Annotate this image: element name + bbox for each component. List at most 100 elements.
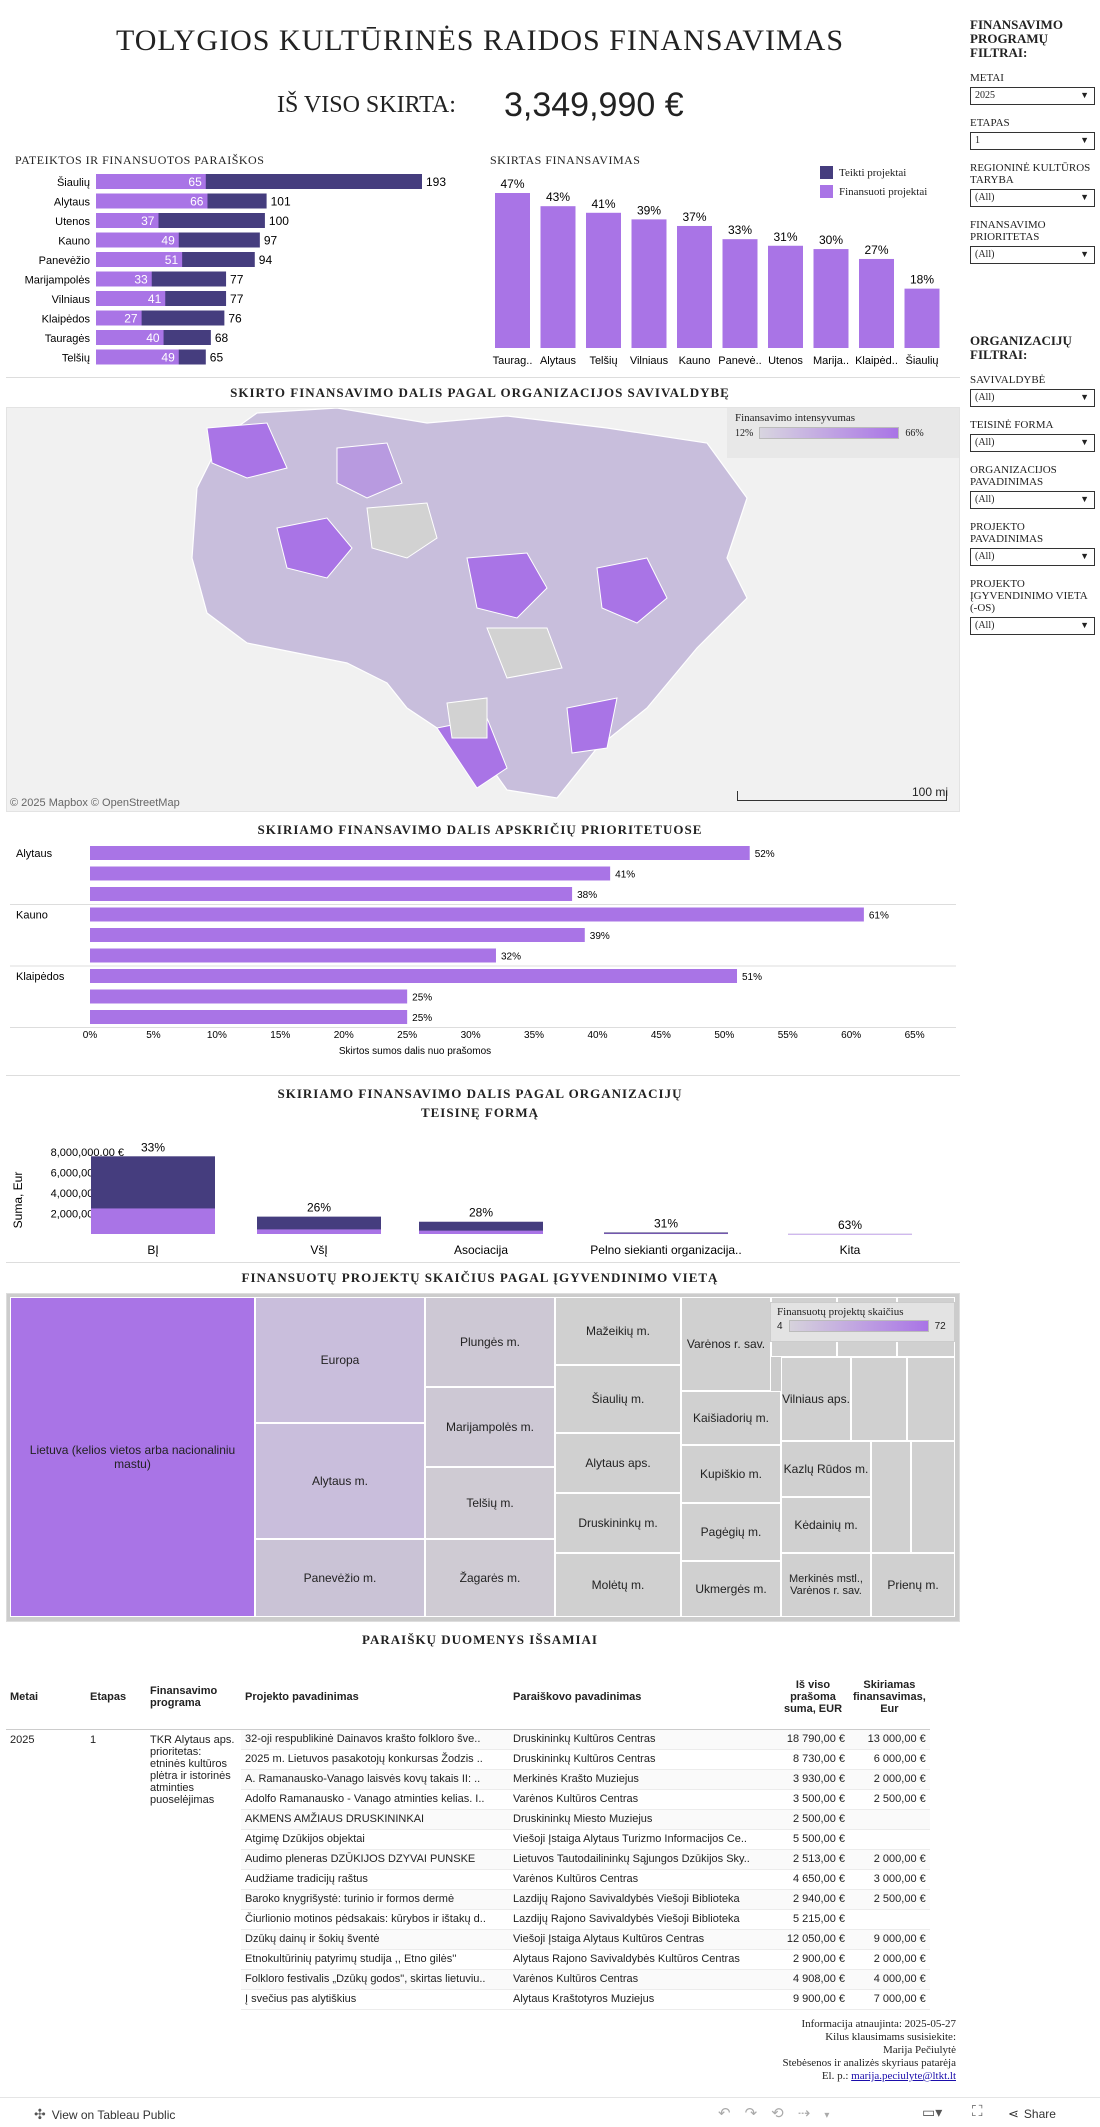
table-row[interactable]: 2025 m. Lietuvos pasakotojų konkursas Žo… xyxy=(6,1749,930,1770)
app-bar-funded[interactable] xyxy=(96,271,152,287)
funding-bar[interactable] xyxy=(495,193,530,348)
funding-bar[interactable] xyxy=(586,212,621,348)
filter-dropdown[interactable]: 2025 ▼ xyxy=(970,87,1095,105)
treemap-cell[interactable]: Pagėgių m. xyxy=(681,1503,781,1561)
treemap-cell[interactable]: Šiaulių m. xyxy=(555,1365,681,1433)
chevron-down-icon[interactable]: ▼ xyxy=(1080,494,1089,504)
comment-icon[interactable]: ▭▾ xyxy=(922,2104,943,2120)
chevron-down-icon[interactable]: ▼ xyxy=(1080,620,1089,630)
legal-bar-funded[interactable] xyxy=(257,1229,381,1234)
priority-bar[interactable] xyxy=(90,969,738,983)
priority-bar[interactable] xyxy=(90,866,611,881)
priority-bar[interactable] xyxy=(90,846,750,860)
chevron-down-icon[interactable]: ▼ xyxy=(1080,249,1089,259)
funding-bar[interactable] xyxy=(768,245,803,348)
legal-bar-funded[interactable] xyxy=(788,1233,912,1235)
table-row[interactable]: Audžiame tradicijų raštus Varėnos Kultūro… xyxy=(6,1869,930,1890)
filter-dropdown[interactable]: (All) ▼ xyxy=(970,389,1095,407)
footer-email-link[interactable]: marija.peciulyte@ltkt.lt xyxy=(851,2070,956,2082)
filter-dropdown[interactable]: (All) ▼ xyxy=(970,548,1095,566)
col-header-applicant[interactable]: Paraiškovo pavadinimas xyxy=(509,1665,777,1730)
app-bar-funded[interactable] xyxy=(96,193,208,209)
legal-bar-funded[interactable] xyxy=(604,1233,728,1235)
filter-dropdown[interactable]: (All) ▼ xyxy=(970,491,1095,509)
treemap-cell[interactable]: Kazlų Rūdos m. xyxy=(781,1441,871,1497)
treemap-cell[interactable]: Alytaus m. xyxy=(255,1423,425,1539)
view-on-tableau-link[interactable]: ✣ View on Tableau Public xyxy=(34,2106,175,2123)
refresh-icon[interactable]: ⇢ xyxy=(797,2105,825,2122)
col-header-stage[interactable]: Etapas xyxy=(86,1665,146,1730)
table-row[interactable]: 2025 1 TKR Alytaus aps. prioritetas: etnin… xyxy=(6,1729,930,1806)
app-bar-funded[interactable] xyxy=(96,213,159,228)
chevron-down-icon[interactable]: ▼ xyxy=(1080,90,1089,100)
treemap-cell[interactable]: Alytaus aps. xyxy=(555,1433,681,1493)
chevron-down-icon[interactable]: ▼ xyxy=(1080,192,1089,202)
treemap-cell[interactable]: Mažeikių m. xyxy=(555,1297,681,1365)
treemap-cell[interactable]: Panevėžio m. xyxy=(255,1539,425,1617)
fullscreen-icon[interactable]: ⛶ xyxy=(972,2103,983,2120)
treemap-cell[interactable]: Druskininkų m. xyxy=(555,1493,681,1553)
treemap-cell-blank[interactable] xyxy=(907,1357,955,1441)
treemap-cell[interactable]: Kaišiadorių m. xyxy=(681,1391,781,1445)
undo-icon[interactable]: ↶ xyxy=(718,2105,745,2122)
share-button[interactable]: ⋖ Share xyxy=(1008,2106,1056,2122)
col-header-funded[interactable]: Skiriamas finansavimas, Eur xyxy=(849,1665,930,1730)
priority-bar[interactable] xyxy=(90,948,496,963)
table-row[interactable]: AKMENS AMŽIAUS DRUSKININKAI Druskininkų M… xyxy=(6,1809,930,1830)
funding-bar[interactable] xyxy=(677,225,712,348)
funding-bar[interactable] xyxy=(540,206,576,348)
funding-bar[interactable] xyxy=(722,239,758,348)
priority-bar[interactable] xyxy=(90,989,408,1004)
priority-bar[interactable] xyxy=(90,887,573,901)
treemap-cell[interactable]: Varėnos r. sav. xyxy=(681,1297,771,1391)
table-row[interactable]: Dzūkų dainų ir šokių šventė Viešoji Įstai… xyxy=(6,1929,930,1950)
legal-bar-funded[interactable] xyxy=(419,1230,543,1234)
treemap-cell[interactable]: Vilniaus aps. xyxy=(781,1357,851,1441)
table-row[interactable]: Adolfo Ramanausko - Vanago atminties kel… xyxy=(6,1789,930,1810)
chevron-down-icon[interactable]: ▼ xyxy=(1080,551,1089,561)
treemap-cell-blank[interactable] xyxy=(911,1441,955,1553)
chevron-down-icon[interactable]: ▼ xyxy=(1080,392,1089,402)
app-bar-funded[interactable] xyxy=(96,330,164,345)
table-row[interactable]: Į svečius pas alytiškius Alytaus Kraštoty… xyxy=(6,1989,930,2010)
filter-dropdown[interactable]: (All) ▼ xyxy=(970,246,1095,264)
app-bar-funded[interactable] xyxy=(96,232,179,248)
funding-bar[interactable] xyxy=(904,288,940,348)
treemap-cell[interactable]: Merkinės mstl., Varėnos r. sav. xyxy=(781,1553,871,1617)
chevron-down-icon[interactable]: ▼ xyxy=(1080,135,1089,145)
treemap-cell[interactable]: Plungės m. xyxy=(425,1297,555,1387)
filter-dropdown[interactable]: (All) ▼ xyxy=(970,434,1095,452)
priority-bar[interactable] xyxy=(90,907,864,922)
app-bar-funded[interactable] xyxy=(96,291,166,306)
funding-bar[interactable] xyxy=(631,219,667,348)
app-bar-funded[interactable] xyxy=(96,349,179,365)
treemap-cell-blank[interactable] xyxy=(851,1357,907,1441)
col-header-requested[interactable]: Iš viso prašoma suma, EUR xyxy=(777,1665,849,1730)
treemap-cell[interactable]: Ukmergės m. xyxy=(681,1561,781,1617)
chevron-down-icon[interactable]: ▼ xyxy=(1080,437,1089,447)
table-row[interactable]: Atgimę Dzūkijos objektai Viešoji Įstaiga … xyxy=(6,1829,930,1850)
col-header-program[interactable]: Finansavimo programa xyxy=(146,1665,241,1730)
priority-bar[interactable] xyxy=(90,1010,408,1024)
legal-bar-requested[interactable] xyxy=(604,1232,728,1234)
filter-dropdown[interactable]: 1 ▼ xyxy=(970,132,1095,150)
app-bar-funded[interactable] xyxy=(96,310,142,326)
col-header-project[interactable]: Projekto pavadinimas xyxy=(241,1665,509,1730)
pause-icon[interactable]: ▾ xyxy=(824,2110,844,2121)
treemap-cell[interactable]: Marijampolės m. xyxy=(425,1387,555,1467)
table-row[interactable]: Baroko knygrišystė: turinio ir formos de… xyxy=(6,1889,930,1910)
legal-bar-funded[interactable] xyxy=(91,1208,215,1234)
filter-dropdown[interactable]: (All) ▼ xyxy=(970,189,1095,207)
funding-bar[interactable] xyxy=(813,249,849,348)
treemap-cell[interactable]: Žagarės m. xyxy=(425,1539,555,1617)
redo-icon[interactable]: ↷ xyxy=(744,2105,772,2122)
filter-dropdown[interactable]: (All) ▼ xyxy=(970,617,1095,635)
table-row[interactable]: Audimo pleneras DZŪKIJOS DZYVAI PUNSKE Li… xyxy=(6,1849,930,1870)
col-header-year[interactable]: Metai xyxy=(6,1665,86,1730)
treemap-cell-blank[interactable] xyxy=(871,1441,911,1553)
priority-bar[interactable] xyxy=(90,928,585,942)
app-bar-funded[interactable] xyxy=(96,252,183,267)
map-panel[interactable]: Finansavimo intensyvumas 12% 66% © 2025 … xyxy=(6,407,960,812)
map-attribution[interactable]: © 2025 Mapbox © OpenStreetMap xyxy=(10,797,180,809)
table-row[interactable]: Etnokultūrinių patyrimų studija ,, Etno … xyxy=(6,1949,930,1970)
